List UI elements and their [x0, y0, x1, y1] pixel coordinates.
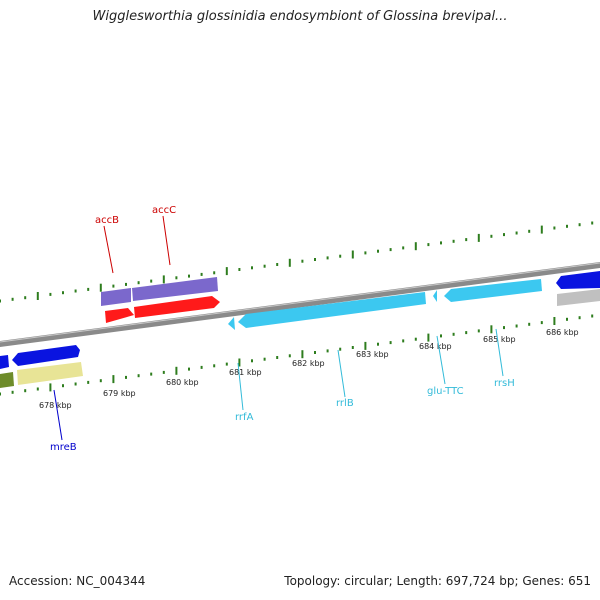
kbp-label: 680 kbp [166, 378, 199, 387]
gene-feature-cyan[interactable] [238, 292, 426, 328]
gene-feature-grey[interactable] [557, 289, 600, 306]
gene-feature-khaki[interactable] [17, 362, 83, 385]
gene-label-mreB: mreB [50, 442, 77, 453]
gene-feature-red[interactable] [105, 308, 134, 323]
accession-text: Accession: NC_004344 [9, 574, 146, 588]
glu-TTC-leader [436, 335, 446, 385]
accC-leader [162, 215, 171, 266]
gene-feature-red[interactable] [134, 296, 220, 318]
gene-label-glu-TTC: glu-TTC [427, 386, 464, 397]
mreB-leader [53, 389, 63, 441]
gene-feature-olive[interactable] [0, 372, 14, 388]
gene-feature-blue[interactable] [0, 355, 9, 369]
lower-tick-ruler [0, 314, 594, 396]
gene-feature-blue[interactable] [556, 271, 600, 289]
gene-feature-blue[interactable] [12, 345, 80, 366]
gene-label-accB: accB [95, 215, 119, 226]
gene-label-rrlB: rrlB [336, 398, 354, 409]
kbp-label: 685 kbp [483, 335, 516, 344]
kbp-label: 684 kbp [419, 342, 452, 351]
kbp-label: 679 kbp [103, 389, 136, 398]
topology-summary: Topology: circular; Length: 697,724 bp; … [284, 574, 591, 588]
gene-feature-purple[interactable] [101, 288, 131, 306]
kbp-label: 686 kbp [546, 328, 579, 337]
map-title: Wigglesworthia glossinidia endosymbiont … [92, 9, 508, 24]
rrsH-leader [495, 328, 504, 377]
gene-label-rrfA: rrfA [235, 412, 254, 423]
kbp-label: 681 kbp [229, 368, 262, 377]
gene-feature-cyan[interactable] [433, 290, 437, 302]
gene-feature-cyan[interactable] [444, 279, 542, 302]
gene-feature-purple[interactable] [132, 277, 218, 301]
kbp-label: 678 kbp [39, 401, 72, 410]
accB-leader [103, 225, 114, 274]
gene-label-accC: accC [152, 205, 176, 216]
gene-label-rrsH: rrsH [494, 378, 515, 389]
kbp-label: 683 kbp [356, 350, 389, 359]
gene-feature-cyan[interactable] [228, 317, 235, 330]
upper-tick-ruler [0, 221, 594, 303]
rrlB-leader [337, 349, 346, 398]
genome-backbone-highlight [0, 262, 600, 343]
kbp-label: 682 kbp [292, 359, 325, 368]
rrfA-leader [237, 362, 244, 411]
